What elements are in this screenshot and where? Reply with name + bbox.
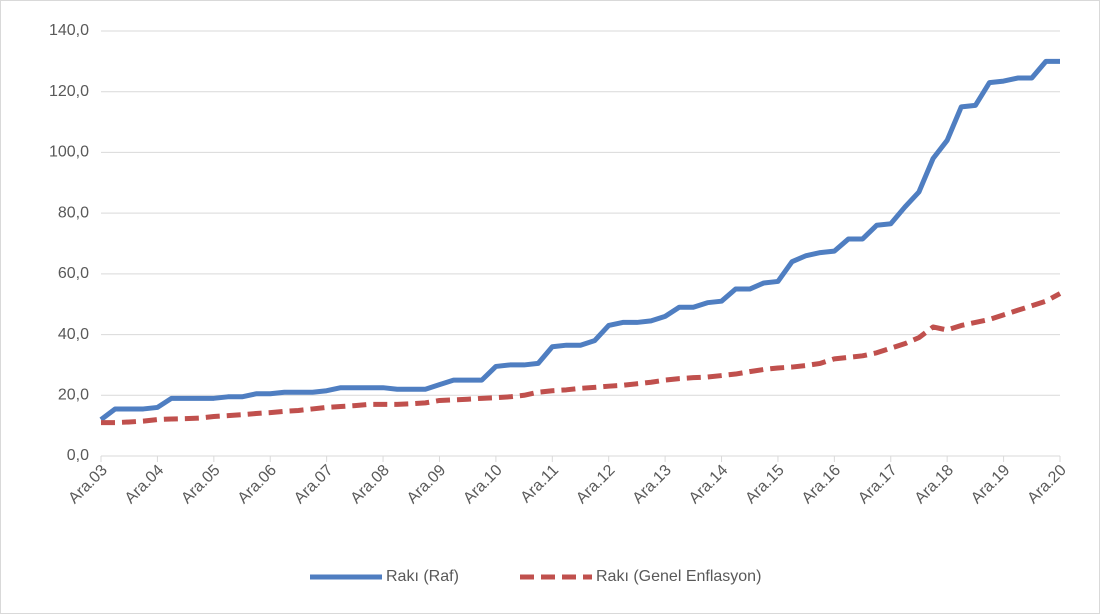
y-tick-label: 0,0	[67, 447, 89, 464]
y-tick-label: 60,0	[58, 265, 89, 282]
legend-label: Rakı (Genel Enflasyon)	[596, 568, 761, 585]
legend-label: Rakı (Raf)	[386, 568, 459, 585]
y-tick-label: 40,0	[58, 326, 89, 343]
series-line	[101, 291, 1062, 426]
y-tick-label: 20,0	[58, 387, 89, 404]
y-tick-label: 120,0	[49, 83, 89, 100]
y-tick-label: 80,0	[58, 204, 89, 221]
y-tick-label: 100,0	[49, 144, 89, 161]
series-line	[99, 58, 1060, 422]
y-tick-label: 140,0	[49, 22, 89, 39]
